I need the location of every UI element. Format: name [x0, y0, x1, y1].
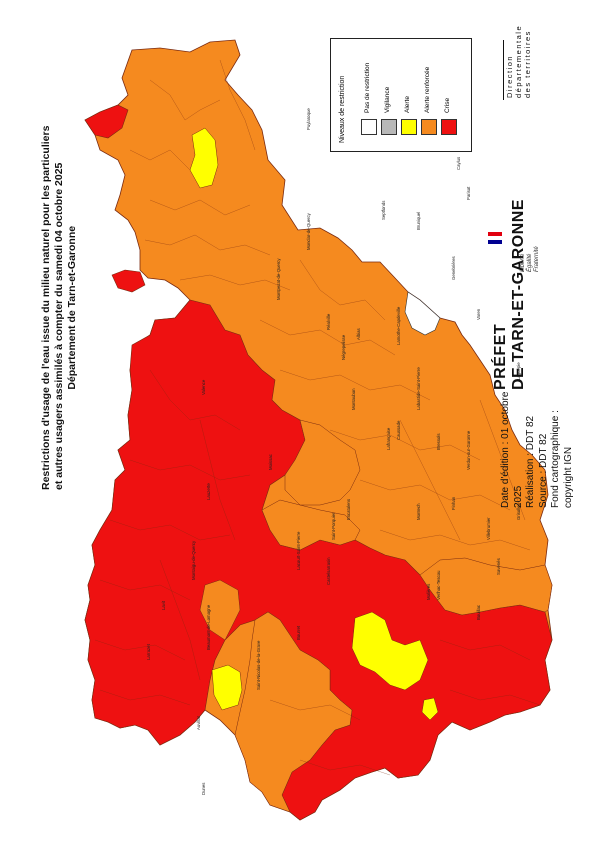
edition-line-3: Réalisation : DDT 82 [525, 415, 536, 508]
commune-label: Lamothe-Capdeville [396, 306, 401, 345]
commune-label: Molières [426, 584, 431, 600]
alerte-zone-3 [211, 664, 243, 711]
legend-swatch-alerte-renforcee [421, 119, 437, 135]
commune-label: Auvillar [196, 715, 201, 730]
commune-label: Bressols [436, 434, 441, 450]
commune-label: Villebrumier [486, 517, 491, 540]
commune-label: Montech [416, 503, 421, 520]
commune-label: Valence [201, 379, 206, 395]
commune-label: Lauzerte [206, 483, 211, 500]
commune-label: Nègrepelisse [341, 334, 346, 360]
commune-label: Bruniquel [416, 212, 421, 230]
crise-zone-north-1 [84, 104, 129, 139]
prefet-name: PRÉFET DE TARN-ET-GARONNE [492, 199, 528, 390]
legend-swatch-alerte [401, 119, 417, 135]
edition-line-6: copyright IGN [562, 446, 574, 508]
commune-label: Lacourt-Saint-Pierre [296, 531, 301, 570]
commune-label: Montaigu-de-Quercy [191, 540, 196, 580]
legend-label-alerte: Alerte [404, 96, 411, 113]
commune-label: Monclar-de-Quercy [306, 212, 311, 250]
commune-label: Laguépie [516, 362, 521, 380]
commune-label: Larrazet [146, 643, 151, 660]
edition-line-5: Fond cartographique : [550, 410, 561, 508]
legend-swatch-vigilance [381, 119, 397, 135]
legend-label-alerte-renforcee: Alerte renforcée [424, 66, 431, 113]
edition-info: Date d'édition : 01 octobre 2025 Réalisa… [500, 392, 575, 508]
alerte-zone-2 [351, 611, 429, 691]
republic-motto: Liberté Égalité Fraternité [520, 246, 541, 272]
commune-label: Genebrières [451, 256, 456, 280]
legend-title: Niveaux de restriction [339, 75, 346, 143]
commune-label: Verlhac-Tescou [436, 570, 441, 600]
legend-swatch-crise [441, 119, 457, 135]
ddt-line-2: départementale [514, 24, 523, 98]
branding-divider [503, 40, 504, 100]
commune-label: Caylus [456, 157, 461, 170]
commune-label: Grisolles [516, 503, 521, 520]
prefet-line-2: DE TARN-ET-GARONNE [510, 199, 527, 390]
commune-label: Lafrançaise [386, 427, 391, 450]
commune-label: Saint-Porquier [331, 512, 336, 540]
pas-de-restriction-zone [404, 291, 441, 336]
edition-line-4: Source : DDT 82 [537, 433, 549, 508]
ddt-line-3: des territoires [523, 30, 532, 98]
commune-label: Varen [476, 308, 481, 320]
commune-label: Bouillac [476, 604, 481, 620]
legend-label-pas-de-restriction: Pas de restriction [364, 62, 371, 113]
motto-line-2: Égalité [527, 253, 533, 272]
commune-label: Lavit [161, 600, 166, 610]
legend-swatch-pas-de-restriction [361, 119, 377, 135]
edition-line-2: 2025 [512, 485, 524, 508]
commune-boundaries [94, 59, 541, 776]
commune-label: Montpezat-de-Quercy [276, 258, 281, 300]
commune-label: Beaumont-de-Lomagne [206, 604, 211, 650]
commune-label: Escatalens [346, 499, 351, 520]
ddt-line-1: Direction [505, 54, 514, 98]
commune-label: Réalville [326, 313, 331, 330]
marianne-flag-icon [488, 232, 502, 244]
prefet-line-1: PRÉFET [492, 323, 509, 390]
commune-label: Montauban [351, 388, 356, 410]
crise-zone-west [84, 299, 553, 821]
commune-label: Castelsarrasin [326, 557, 331, 585]
commune-label: Septfonds [381, 201, 386, 220]
commune-label: Caussade [396, 420, 401, 440]
alerte-renforcee-island-4 [419, 557, 553, 616]
commune-label: Labastide-Saint-Pierre [416, 367, 421, 410]
commune-label: Verdun-sur-Garonne [466, 430, 471, 470]
legend: Niveaux de restriction Pas de restrictio… [330, 38, 472, 152]
commune-label: Albias [356, 328, 361, 340]
alerte-zone-1 [189, 127, 219, 189]
motto-line-1: Liberté [520, 253, 526, 272]
commune-label: Bourret [296, 625, 301, 640]
legend-label-crise: Crise [444, 97, 451, 113]
motto-line-3: Fraternité [534, 246, 540, 272]
commune-label: Moissac [268, 453, 273, 470]
crise-zone-north-2 [111, 269, 146, 293]
commune-label: Savenès [496, 558, 501, 575]
alerte-renforcee-island-2 [199, 579, 241, 641]
commune-labels: Montauban Castelsarrasin Moissac Valence Lau… [146, 104, 521, 795]
commune-label: Puylaroque [306, 108, 311, 130]
commune-label: Parisot [466, 186, 471, 200]
ddt-branding: Direction départementale des territoires [505, 25, 532, 98]
commune-label: Saint-Nicolas-de-la-Grave [256, 640, 261, 690]
alerte-zone-4 [421, 697, 439, 721]
alerte-renforcee-island-3 [234, 611, 353, 813]
legend-label-vigilance: Vigilance [384, 86, 391, 113]
alerte-renforcee-island-5 [284, 419, 361, 506]
commune-label: Finhan [451, 496, 456, 510]
commune-label: Dunes [201, 783, 206, 795]
edition-line-1: Date d'édition : 01 octobre [500, 391, 511, 508]
